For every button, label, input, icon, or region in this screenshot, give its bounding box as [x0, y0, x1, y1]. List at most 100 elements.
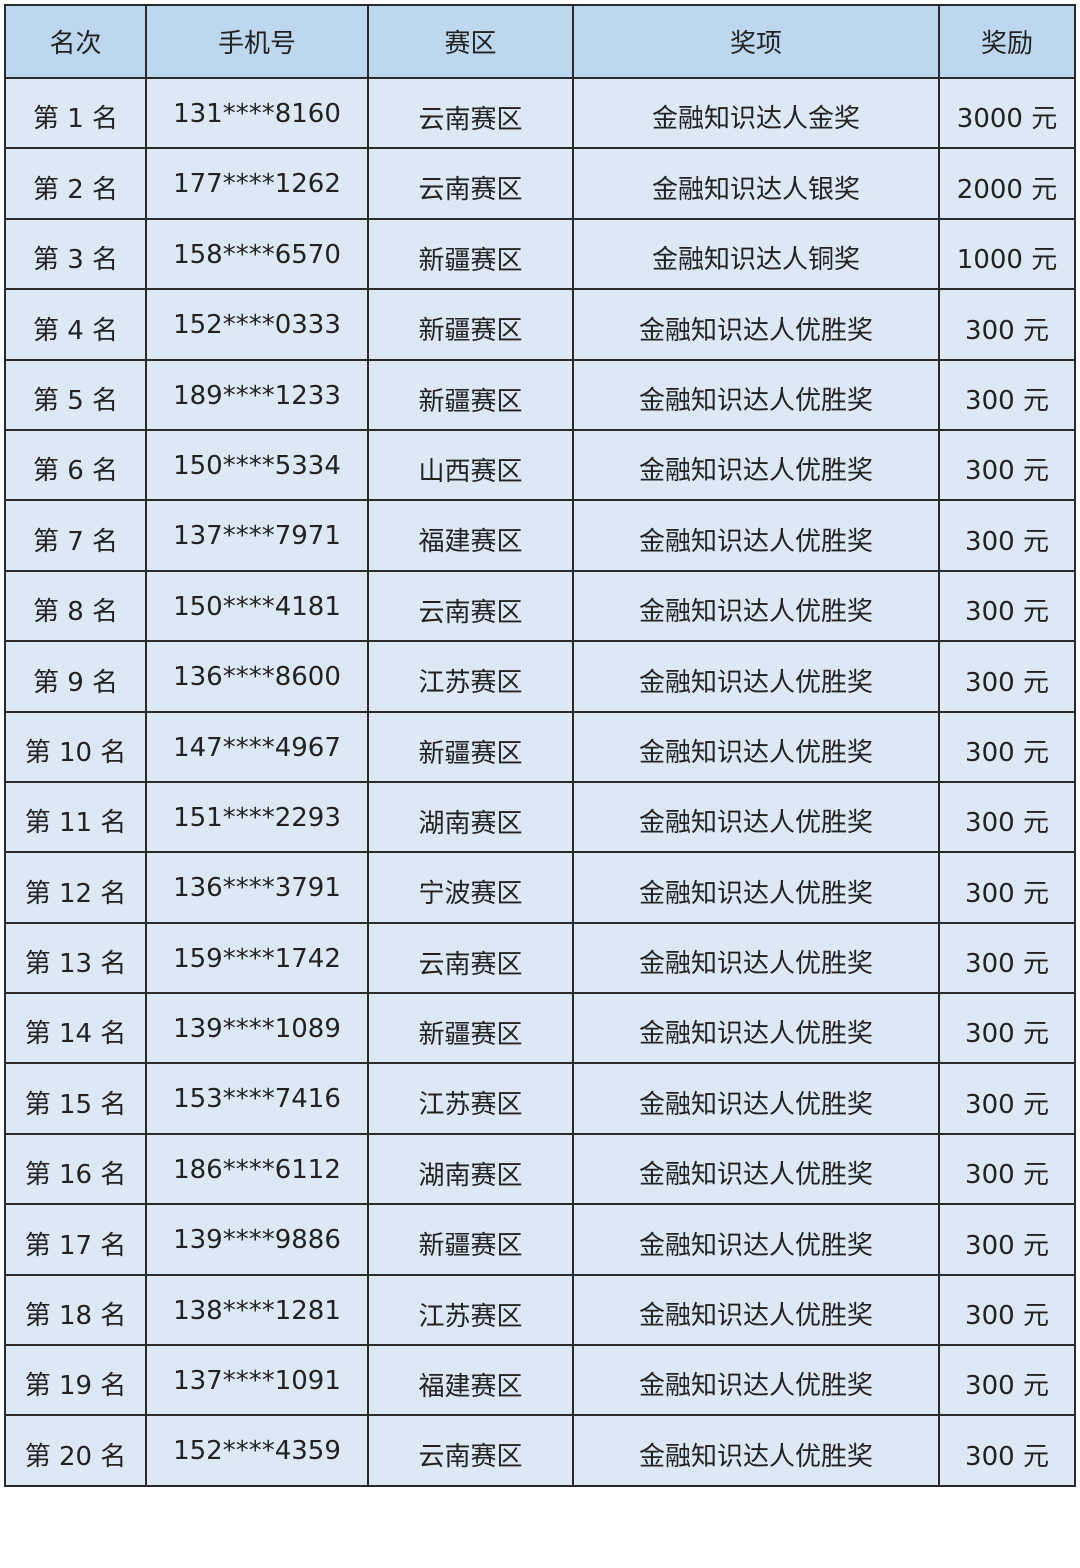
table-row: 第 5 名 189****1233 新疆赛区 金融知识达人优胜奖 300 元: [4, 358, 1076, 431]
rank-cell: 第 14 名: [4, 992, 147, 1065]
table-row: 第 14 名 139****1089 新疆赛区 金融知识达人优胜奖 300 元: [4, 992, 1076, 1065]
table-row: 第 10 名 147****4967 新疆赛区 金融知识达人优胜奖 300 元: [4, 710, 1076, 783]
prize-cell: 300 元: [938, 851, 1076, 924]
rank-cell: 第 5 名: [4, 358, 147, 431]
rank-cell: 第 15 名: [4, 1062, 147, 1135]
rank-cell: 第 6 名: [4, 428, 147, 502]
header-row: 名次 手机号 赛区 奖项 奖励: [4, 4, 1076, 79]
phone-cell: 158****6570: [145, 217, 369, 291]
rank-cell: 第 12 名: [4, 851, 147, 924]
region-cell: 宁波赛区: [367, 851, 574, 924]
region-cell: 新疆赛区: [367, 710, 574, 783]
table-row: 第 6 名 150****5334 山西赛区 金融知识达人优胜奖 300 元: [4, 428, 1076, 502]
table-row: 第 3 名 158****6570 新疆赛区 金融知识达人铜奖 1000 元: [4, 217, 1076, 291]
phone-cell: 152****4359: [145, 1414, 369, 1487]
table-row: 第 9 名 136****8600 江苏赛区 金融知识达人优胜奖 300 元: [4, 640, 1076, 713]
region-cell: 福建赛区: [367, 499, 574, 572]
prize-cell: 300 元: [938, 640, 1076, 713]
region-cell: 新疆赛区: [367, 1203, 574, 1276]
table-row: 第 17 名 139****9886 新疆赛区 金融知识达人优胜奖 300 元: [4, 1203, 1076, 1276]
rank-cell: 第 8 名: [4, 569, 147, 643]
rank-cell: 第 3 名: [4, 217, 147, 291]
prize-cell: 300 元: [938, 1062, 1076, 1135]
award-cell: 金融知识达人优胜奖: [572, 1062, 940, 1135]
award-cell: 金融知识达人银奖: [572, 147, 940, 220]
award-cell: 金融知识达人金奖: [572, 76, 940, 150]
region-cell: 新疆赛区: [367, 288, 574, 361]
award-cell: 金融知识达人优胜奖: [572, 780, 940, 854]
prize-cell: 300 元: [938, 499, 1076, 572]
phone-cell: 186****6112: [145, 1132, 369, 1206]
phone-cell: 136****3791: [145, 851, 369, 924]
prize-cell: 300 元: [938, 1203, 1076, 1276]
rank-cell: 第 1 名: [4, 76, 147, 150]
prize-cell: 300 元: [938, 921, 1076, 995]
table-row: 第 4 名 152****0333 新疆赛区 金融知识达人优胜奖 300 元: [4, 288, 1076, 361]
rank-cell: 第 20 名: [4, 1414, 147, 1487]
winners-table: 名次 手机号 赛区 奖项 奖励 第 1 名 131****8160 云南赛区 金融知识…: [4, 4, 1076, 1487]
phone-cell: 177****1262: [145, 147, 369, 220]
region-cell: 新疆赛区: [367, 217, 574, 291]
rank-cell: 第 11 名: [4, 780, 147, 854]
region-cell: 江苏赛区: [367, 1062, 574, 1135]
prize-cell: 3000 元: [938, 76, 1076, 150]
award-cell: 金融知识达人优胜奖: [572, 921, 940, 995]
rank-cell: 第 19 名: [4, 1344, 147, 1417]
phone-cell: 152****0333: [145, 288, 369, 361]
phone-cell: 137****1091: [145, 1344, 369, 1417]
header-rank: 名次: [4, 4, 147, 79]
table-row: 第 2 名 177****1262 云南赛区 金融知识达人银奖 2000 元: [4, 147, 1076, 220]
prize-cell: 2000 元: [938, 147, 1076, 220]
region-cell: 江苏赛区: [367, 640, 574, 713]
table-row: 第 11 名 151****2293 湖南赛区 金融知识达人优胜奖 300 元: [4, 780, 1076, 854]
header-award: 奖项: [572, 4, 940, 79]
phone-cell: 139****9886: [145, 1203, 369, 1276]
region-cell: 云南赛区: [367, 569, 574, 643]
phone-cell: 138****1281: [145, 1273, 369, 1347]
table-row: 第 8 名 150****4181 云南赛区 金融知识达人优胜奖 300 元: [4, 569, 1076, 643]
header-prize: 奖励: [938, 4, 1076, 79]
phone-cell: 137****7971: [145, 499, 369, 572]
table-row: 第 1 名 131****8160 云南赛区 金融知识达人金奖 3000 元: [4, 76, 1076, 150]
region-cell: 湖南赛区: [367, 1132, 574, 1206]
region-cell: 江苏赛区: [367, 1273, 574, 1347]
table-row: 第 16 名 186****6112 湖南赛区 金融知识达人优胜奖 300 元: [4, 1132, 1076, 1206]
prize-cell: 300 元: [938, 1273, 1076, 1347]
region-cell: 新疆赛区: [367, 358, 574, 431]
phone-cell: 159****1742: [145, 921, 369, 995]
phone-cell: 151****2293: [145, 780, 369, 854]
table-row: 第 15 名 153****7416 江苏赛区 金融知识达人优胜奖 300 元: [4, 1062, 1076, 1135]
header-region: 赛区: [367, 4, 574, 79]
award-cell: 金融知识达人优胜奖: [572, 1344, 940, 1417]
award-cell: 金融知识达人优胜奖: [572, 428, 940, 502]
award-cell: 金融知识达人优胜奖: [572, 499, 940, 572]
region-cell: 云南赛区: [367, 147, 574, 220]
award-cell: 金融知识达人优胜奖: [572, 1203, 940, 1276]
region-cell: 山西赛区: [367, 428, 574, 502]
award-cell: 金融知识达人优胜奖: [572, 569, 940, 643]
prize-cell: 300 元: [938, 780, 1076, 854]
prize-cell: 300 元: [938, 569, 1076, 643]
award-cell: 金融知识达人优胜奖: [572, 1414, 940, 1487]
award-cell: 金融知识达人铜奖: [572, 217, 940, 291]
rank-cell: 第 9 名: [4, 640, 147, 713]
phone-cell: 189****1233: [145, 358, 369, 431]
prize-cell: 1000 元: [938, 217, 1076, 291]
award-cell: 金融知识达人优胜奖: [572, 358, 940, 431]
table-row: 第 19 名 137****1091 福建赛区 金融知识达人优胜奖 300 元: [4, 1344, 1076, 1417]
header-phone: 手机号: [145, 4, 369, 79]
award-cell: 金融知识达人优胜奖: [572, 1132, 940, 1206]
phone-cell: 131****8160: [145, 76, 369, 150]
phone-cell: 150****5334: [145, 428, 369, 502]
prize-cell: 300 元: [938, 710, 1076, 783]
rank-cell: 第 13 名: [4, 921, 147, 995]
award-cell: 金融知识达人优胜奖: [572, 288, 940, 361]
award-cell: 金融知识达人优胜奖: [572, 1273, 940, 1347]
prize-cell: 300 元: [938, 428, 1076, 502]
award-cell: 金融知识达人优胜奖: [572, 851, 940, 924]
phone-cell: 150****4181: [145, 569, 369, 643]
phone-cell: 147****4967: [145, 710, 369, 783]
region-cell: 云南赛区: [367, 921, 574, 995]
table-row: 第 7 名 137****7971 福建赛区 金融知识达人优胜奖 300 元: [4, 499, 1076, 572]
